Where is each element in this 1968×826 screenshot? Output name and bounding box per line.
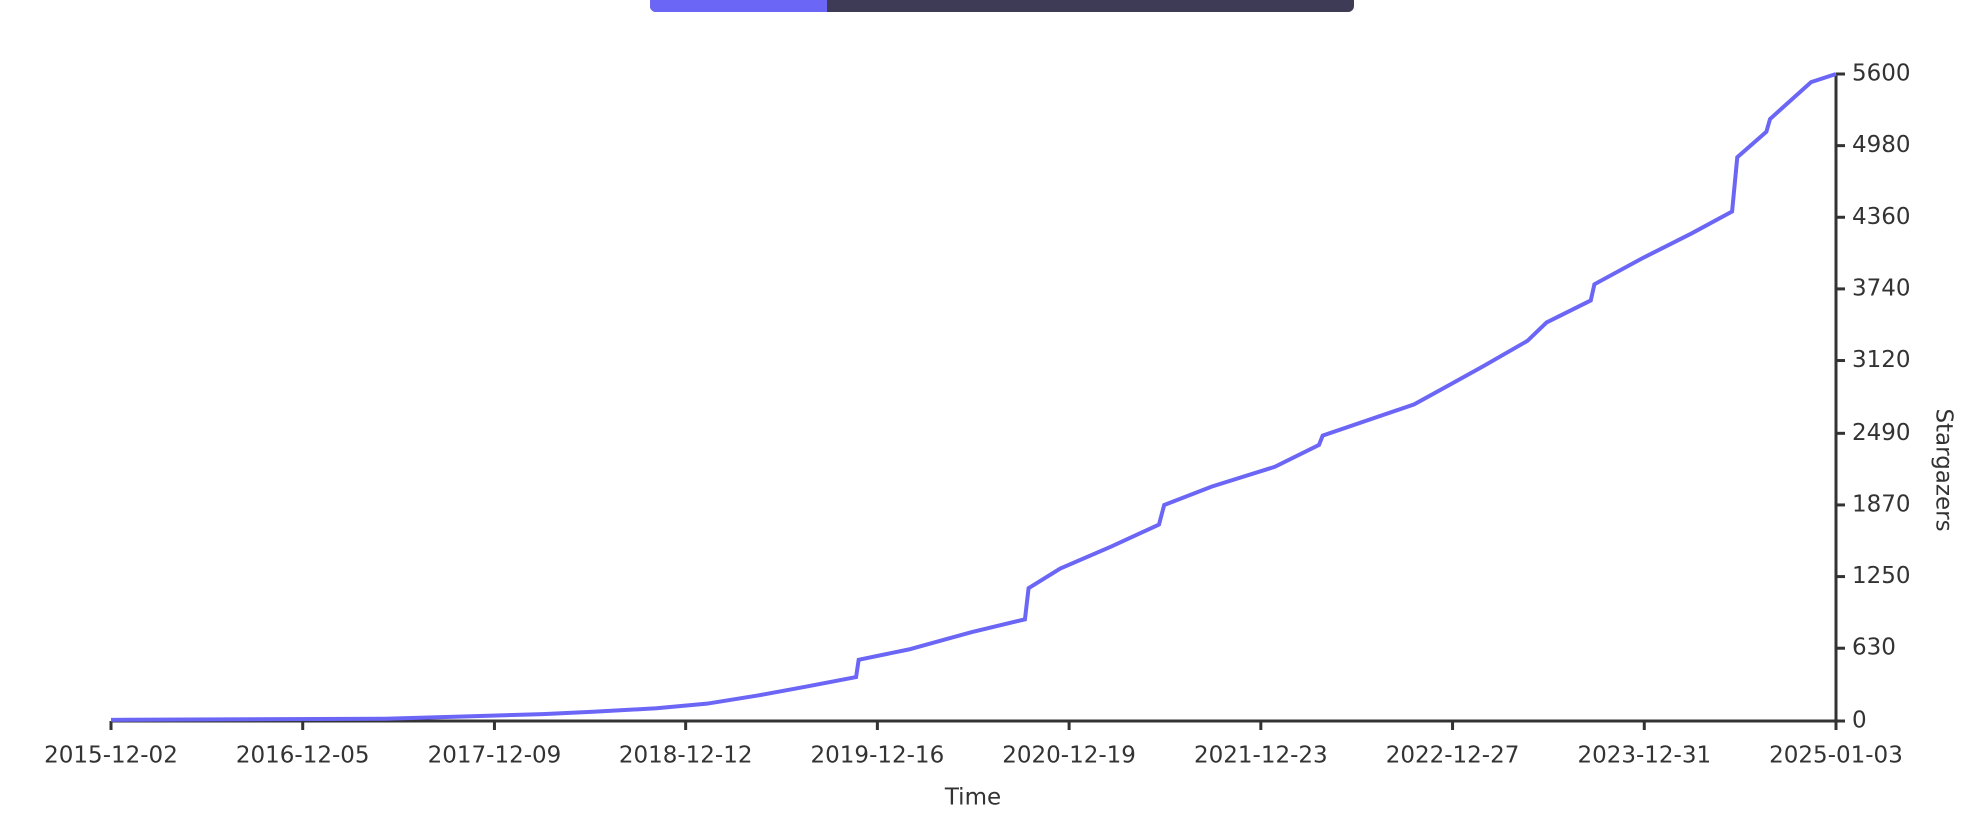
y-tick-label: 3120 xyxy=(1852,347,1911,373)
x-tick-label: 2015-12-02 xyxy=(44,743,178,769)
x-tick-label: 2022-12-27 xyxy=(1386,743,1520,769)
x-tick-label: 2019-12-16 xyxy=(811,743,945,769)
y-tick-label: 2490 xyxy=(1852,420,1911,446)
y-tick-label: 630 xyxy=(1852,635,1896,661)
x-tick-label: 2025-01-03 xyxy=(1769,743,1903,769)
x-tick-label: 2020-12-19 xyxy=(1002,743,1136,769)
y-tick-label: 4360 xyxy=(1852,204,1911,230)
y-tick-label: 1250 xyxy=(1852,563,1911,589)
x-tick-label: 2017-12-09 xyxy=(428,743,562,769)
y-axis-title: Stargazers xyxy=(1931,408,1957,531)
x-axis-title: Time xyxy=(944,785,1001,811)
y-tick-label: 4980 xyxy=(1852,132,1911,158)
x-tick-label: 2016-12-05 xyxy=(236,743,370,769)
line xyxy=(110,72,1837,722)
x-tick-label: 2023-12-31 xyxy=(1577,743,1711,769)
slider-fill[interactable] xyxy=(650,0,827,12)
slider-fill-edge xyxy=(812,0,827,12)
y-tick-label: 3740 xyxy=(1852,275,1911,301)
y-tick-label: 1870 xyxy=(1852,491,1911,517)
y-tick-label: 5600 xyxy=(1852,61,1911,87)
x-tick-label: 2018-12-12 xyxy=(619,743,753,769)
y-tick-label: 0 xyxy=(1852,708,1867,734)
x-tick-label: 2021-12-23 xyxy=(1194,743,1328,769)
